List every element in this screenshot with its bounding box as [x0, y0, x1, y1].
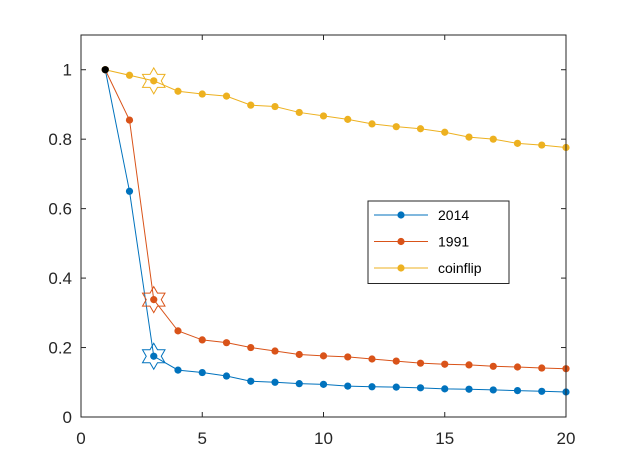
data-point-2014-14 — [416, 384, 425, 392]
data-point-1991-3 — [150, 296, 158, 304]
y-tick-label-0.6: 0.6 — [48, 200, 72, 219]
highlight-star-2014 — [141, 342, 166, 371]
data-point-1991-14 — [416, 359, 425, 367]
x-tick-label-15: 15 — [435, 429, 454, 448]
data-point-1991-9 — [295, 350, 303, 359]
data-point-coinflip-10 — [319, 112, 328, 120]
data-point-coinflip-8 — [271, 102, 279, 111]
data-point-2014-15 — [441, 385, 449, 393]
legend-marker-2014 — [397, 211, 405, 219]
data-point-1991-2 — [125, 116, 134, 124]
data-point-2014-3 — [150, 352, 158, 360]
data-point-coinflip-17 — [489, 135, 497, 143]
data-point-2014-17 — [489, 386, 497, 394]
highlight-star-1991 — [141, 285, 166, 314]
data-point-1991-5 — [198, 336, 206, 344]
data-point-coinflip-13 — [392, 123, 400, 131]
x-tick-label-0: 0 — [76, 429, 85, 448]
data-point-1991-15 — [441, 360, 449, 368]
legend-marker-coinflip — [397, 264, 405, 272]
series-line-2014 — [104, 69, 567, 393]
legend-label-coinflip: coinflip — [438, 260, 482, 276]
legend-entry-1991: 1991 — [374, 234, 469, 250]
data-point-2014-7 — [247, 377, 255, 385]
data-point-2014-11 — [344, 382, 352, 390]
series-line-coinflip — [105, 69, 567, 149]
series-1991 — [101, 66, 570, 373]
data-point-coinflip-18 — [513, 139, 522, 147]
data-point-coinflip-12 — [368, 120, 376, 128]
legend-entry-2014: 2014 — [374, 207, 469, 223]
data-point-1991-18 — [513, 363, 522, 371]
data-point-1991-19 — [538, 364, 546, 372]
data-point-1991-8 — [271, 347, 279, 355]
data-point-2014-5 — [198, 368, 206, 377]
data-point-1991-17 — [489, 362, 497, 370]
axes: 0 5 10 15 20 0 0.2 0.4 0.6 0.8 1 — [48, 34, 576, 448]
data-point-coinflip-2 — [125, 71, 134, 79]
y-tick-label-1: 1 — [63, 61, 72, 80]
data-point-1991-11 — [344, 353, 352, 361]
data-point-coinflip-4 — [174, 87, 182, 95]
legend-label-1991: 1991 — [438, 234, 469, 250]
data-point-2014-13 — [392, 383, 400, 391]
data-point-coinflip-9 — [295, 108, 303, 117]
data-point-1991-12 — [368, 355, 376, 363]
data-point-coinflip-5 — [198, 90, 206, 98]
data-point-1991-6 — [222, 339, 231, 347]
data-point-1991-13 — [392, 357, 400, 365]
data-point-2014-9 — [295, 380, 303, 388]
data-point-2014-18 — [513, 387, 522, 395]
data-point-2014-19 — [538, 387, 546, 395]
data-point-coinflip-7 — [247, 101, 255, 109]
data-point-2014-6 — [222, 372, 231, 380]
data-point-coinflip-15 — [441, 128, 449, 136]
y-tick-label-0.4: 0.4 — [48, 269, 72, 288]
data-point-2014-4 — [174, 366, 182, 374]
y-tick-label-0: 0 — [63, 408, 72, 427]
data-point-2014-16 — [465, 385, 473, 393]
series-line-1991 — [104, 69, 567, 370]
highlight-star-coinflip — [141, 66, 166, 95]
data-point-coinflip-16 — [465, 133, 473, 141]
x-tick-label-20: 20 — [557, 429, 576, 448]
data-point-2014-10 — [319, 380, 328, 388]
data-point-1991-10 — [319, 352, 328, 360]
legend-label-2014: 2014 — [438, 207, 469, 223]
x-tick-label-5: 5 — [198, 429, 207, 448]
legend: 2014 1991 coinflip — [367, 200, 510, 284]
data-point-1991-4 — [174, 327, 182, 335]
data-point-2014-8 — [271, 378, 279, 386]
data-point-coinflip-6 — [222, 92, 231, 100]
data-point-2014-2 — [125, 187, 134, 195]
legend-entry-coinflip: coinflip — [374, 260, 482, 276]
y-tick-label-0.8: 0.8 — [48, 130, 72, 149]
y-tick-label-0.2: 0.2 — [48, 339, 72, 358]
data-point-coinflip-11 — [344, 115, 352, 123]
data-point-1991-7 — [247, 343, 255, 352]
legend-marker-1991 — [397, 237, 405, 246]
start-point — [101, 66, 109, 74]
x-tick-label-10: 10 — [314, 429, 333, 448]
data-point-2014-12 — [368, 383, 376, 391]
data-point-coinflip-3 — [150, 77, 158, 85]
data-point-1991-16 — [465, 361, 473, 369]
data-point-coinflip-19 — [538, 141, 546, 149]
data-point-coinflip-14 — [416, 125, 425, 133]
